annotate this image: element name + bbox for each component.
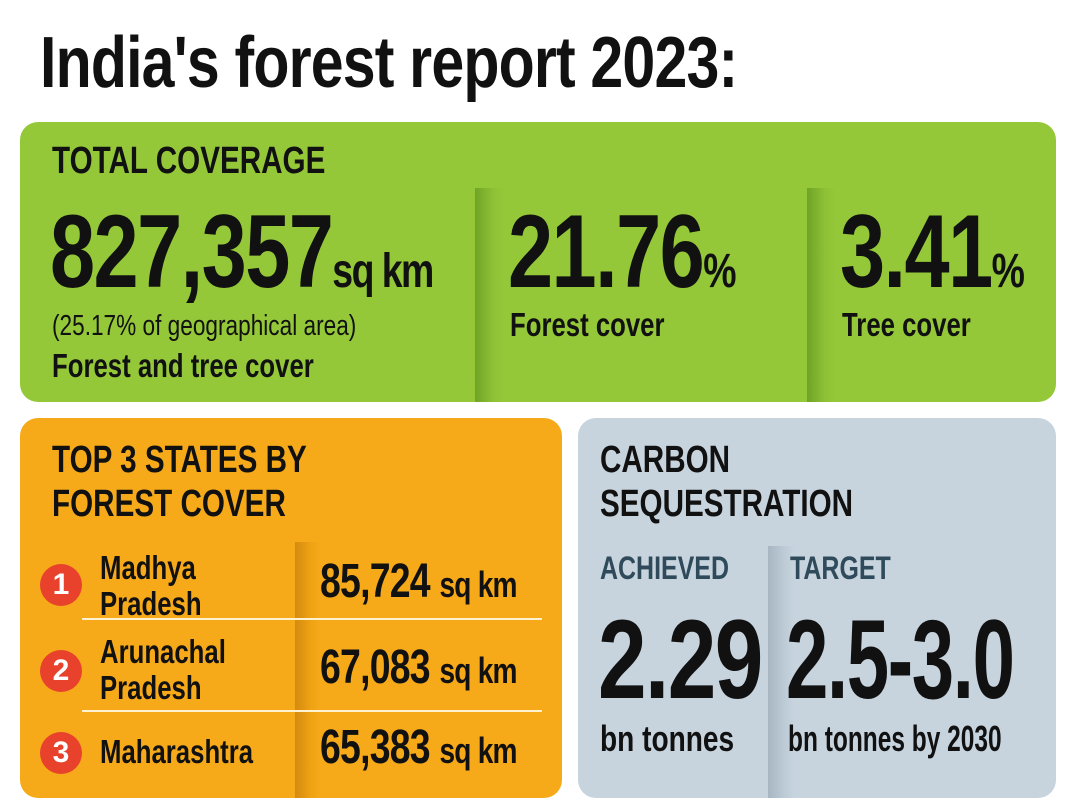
total-area-unit: sq km <box>332 245 434 298</box>
forest-cover-unit: % <box>703 245 736 298</box>
total-coverage-heading: TOTAL COVERAGE <box>52 140 326 182</box>
forest-cover-value: 21.76 <box>508 194 705 310</box>
divider <box>295 542 321 798</box>
top-states-heading: TOP 3 STATES BY FOREST COVER <box>52 439 307 525</box>
row-separator <box>82 710 542 712</box>
target-unit: bn tonnes by 2030 <box>788 718 1002 759</box>
state-row: 3 Maharashtra 65,383 sq km <box>20 718 562 798</box>
state-area-unit: sq km <box>439 564 517 605</box>
row-separator <box>82 618 542 620</box>
forest-cover-figure: 21.76% <box>508 200 799 304</box>
page-title: India's forest report 2023: <box>40 23 738 103</box>
target-value: 2.5-3.0 <box>786 597 1015 722</box>
total-area-value: 827,357 <box>50 194 334 310</box>
state-area-value: 67,083 <box>320 641 431 694</box>
rank-badge: 1 <box>40 564 82 606</box>
forest-cover-label: Forest cover <box>510 306 665 343</box>
tree-cover-value: 3.41 <box>840 194 993 310</box>
tree-cover-label: Tree cover <box>842 306 971 343</box>
total-coverage-panel: TOTAL COVERAGE 827,357sq km (25.17% of g… <box>20 122 1056 402</box>
total-area-label: Forest and tree cover <box>52 347 314 384</box>
state-area-unit: sq km <box>439 730 517 771</box>
state-area: 67,083 sq km <box>320 640 562 695</box>
rank-badge: 2 <box>40 650 82 692</box>
carbon-heading: CARBON SEQUESTRATION <box>600 439 854 525</box>
state-area: 65,383 sq km <box>320 720 562 775</box>
rank-badge: 3 <box>40 732 82 774</box>
achieved-value: 2.29 <box>598 597 763 722</box>
divider <box>768 546 794 798</box>
achieved-label: ACHIEVED <box>600 550 729 586</box>
target-label: TARGET <box>790 550 891 586</box>
total-area-note: (25.17% of geographical area) <box>52 310 357 342</box>
state-area-value: 85,724 <box>320 555 431 608</box>
state-name: Maharashtra <box>100 733 254 770</box>
total-area-figure: 827,357sq km <box>50 200 541 304</box>
state-name: Madhya Pradesh <box>100 549 202 622</box>
state-row: 2 Arunachal Pradesh 67,083 sq km <box>20 630 562 722</box>
state-area-value: 65,383 <box>320 721 431 774</box>
state-area-unit: sq km <box>439 650 517 691</box>
top-states-panel: TOP 3 STATES BY FOREST COVER 1 Madhya Pr… <box>20 418 562 798</box>
tree-cover-figure: 3.41% <box>840 200 1056 304</box>
divider <box>807 188 837 402</box>
carbon-panel: CARBON SEQUESTRATION ACHIEVED TARGET 2.2… <box>578 418 1056 798</box>
state-area: 85,724 sq km <box>320 554 562 609</box>
divider <box>475 188 505 402</box>
achieved-unit: bn tonnes <box>600 718 735 759</box>
tree-cover-unit: % <box>991 245 1025 298</box>
state-row: 1 Madhya Pradesh 85,724 sq km <box>20 540 562 632</box>
state-name: Arunachal Pradesh <box>100 633 226 706</box>
